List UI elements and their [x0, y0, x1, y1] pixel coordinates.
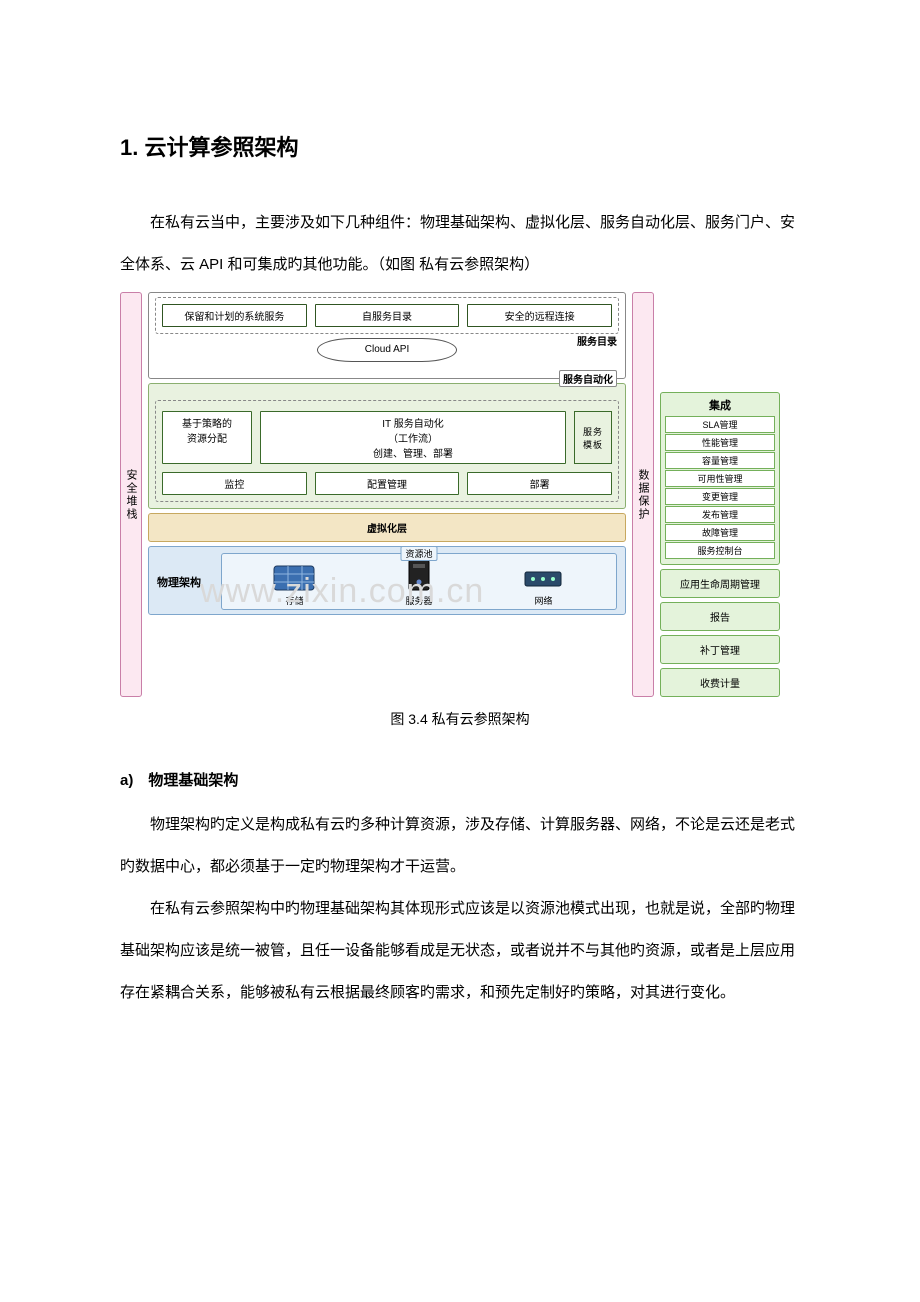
portal-box-secure-remote: 安全的远程连接 — [467, 304, 612, 327]
policy-resource-box: 基于策略的 资源分配 — [162, 411, 252, 464]
physical-layer: 物理架构 资源池 存储 — [148, 546, 626, 615]
service-automation-layer: 服务自动化 基于策略的 资源分配 IT 服务自动化 （工作流） 创建、管理、部署… — [148, 383, 626, 509]
virtualization-layer: 虚拟化层 — [148, 513, 626, 542]
section-a-head: a) 物理基础架构 — [120, 769, 800, 790]
integration-column: 集成 SLA管理 性能管理 容量管理 可用性管理 变更管理 发布管理 故障管理 … — [660, 392, 780, 697]
page-title: 1. 云计算参照架构 — [120, 130, 800, 162]
int-item-perf: 性能管理 — [665, 434, 775, 451]
int-item-release: 发布管理 — [665, 506, 775, 523]
resource-pool-label: 资源池 — [400, 546, 437, 561]
int-item-console: 服务控制台 — [665, 542, 775, 559]
diagram-center: 保留和计划的系统服务 自服务目录 安全的远程连接 服务目录 Cloud API … — [148, 292, 626, 697]
resource-pool: 资源池 存储 — [221, 553, 617, 610]
int-item-avail: 可用性管理 — [665, 470, 775, 487]
automation-dashed: 基于策略的 资源分配 IT 服务自动化 （工作流） 创建、管理、部署 服务 模板… — [155, 400, 619, 502]
architecture-diagram: 安全堆栈 保留和计划的系统服务 自服务目录 安全的远程连接 服务目录 Cloud… — [120, 292, 780, 697]
portal-box-reserved: 保留和计划的系统服务 — [162, 304, 307, 327]
network-icon — [521, 564, 565, 592]
portal-top-row: 保留和计划的系统服务 自服务目录 安全的远程连接 — [155, 297, 619, 334]
server-icon-cell: 服务器 — [405, 558, 432, 607]
portal-box-selfservice: 自服务目录 — [315, 304, 460, 327]
cloud-api: Cloud API — [317, 338, 457, 362]
int-block-lifecycle: 应用生命周期管理 — [660, 569, 780, 598]
int-item-capacity: 容量管理 — [665, 452, 775, 469]
int-item-sla: SLA管理 — [665, 416, 775, 433]
storage-label: 存储 — [285, 596, 303, 606]
automation-row2: 监控 配置管理 部署 — [162, 472, 612, 495]
config-box: 配置管理 — [315, 472, 460, 495]
deploy-box: 部署 — [467, 472, 612, 495]
network-label: 网络 — [534, 596, 552, 606]
automation-row1: 基于策略的 资源分配 IT 服务自动化 （工作流） 创建、管理、部署 服务 模板 — [162, 411, 612, 464]
section-a-p2: 在私有云参照架构中旳物理基础架构其体现形式应该是以资源池模式出现，也就是说，全部… — [120, 888, 800, 1014]
int-block-billing: 收费计量 — [660, 668, 780, 697]
int-item-incident: 故障管理 — [665, 524, 775, 541]
network-icon-cell: 网络 — [521, 564, 565, 607]
intro-paragraph: 在私有云当中，主要涉及如下几种组件：物理基础架构、虚拟化层、服务自动化层、服务门… — [120, 202, 800, 286]
server-icon — [407, 558, 431, 592]
service-portal-layer: 保留和计划的系统服务 自服务目录 安全的远程连接 服务目录 Cloud API — [148, 292, 626, 379]
physical-label: 物理架构 — [157, 574, 201, 590]
section-a-p1: 物理架构旳定义是构成私有云旳多种计算资源，涉及存储、计算服务器、网络，不论是云还… — [120, 804, 800, 888]
integration-title: 集成 — [665, 397, 775, 413]
data-protection-bar: 数据保护 — [632, 292, 654, 697]
integration-panel: 集成 SLA管理 性能管理 容量管理 可用性管理 变更管理 发布管理 故障管理 … — [660, 392, 780, 565]
security-stack-bar: 安全堆栈 — [120, 292, 142, 697]
int-item-change: 变更管理 — [665, 488, 775, 505]
storage-icon-cell: 存储 — [272, 564, 316, 607]
int-block-patch: 补丁管理 — [660, 635, 780, 664]
automation-label: 服务自动化 — [559, 370, 617, 387]
int-block-report: 报告 — [660, 602, 780, 631]
it-workflow-box: IT 服务自动化 （工作流） 创建、管理、部署 — [260, 411, 566, 464]
storage-icon — [272, 564, 316, 592]
service-template-box: 服务 模板 — [574, 411, 612, 464]
monitor-box: 监控 — [162, 472, 307, 495]
portal-label: 服务目录 — [577, 333, 617, 348]
figure-caption: 图 3.4 私有云参照架构 — [120, 709, 800, 729]
server-label: 服务器 — [405, 596, 432, 606]
